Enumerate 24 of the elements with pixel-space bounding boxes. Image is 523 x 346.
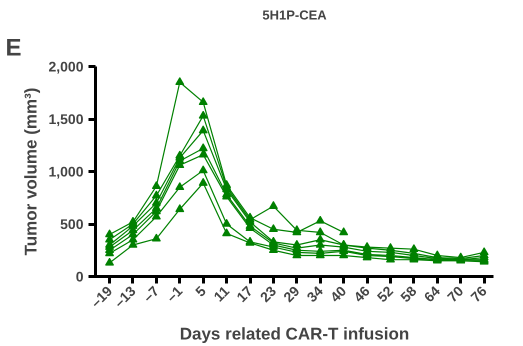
y-tick-label: 1,500 xyxy=(48,111,84,127)
y-tick-label: 1,000 xyxy=(48,164,84,180)
x-axis-title: Days related CAR-T infusion xyxy=(180,324,410,344)
x-tick-label: 17 xyxy=(233,282,256,306)
x-tick-label: 52 xyxy=(374,282,396,306)
text: E xyxy=(6,34,22,62)
y-axis-title: Tumor volume (mm³) xyxy=(21,88,40,256)
x-tick-label: 11 xyxy=(210,282,232,305)
x-tick-label: 40 xyxy=(326,282,350,306)
x-tick-label: 76 xyxy=(467,282,490,306)
x-tick-label: 70 xyxy=(444,282,467,306)
x-tick-label: 34 xyxy=(304,282,326,306)
y-tick-label: 0 xyxy=(76,268,84,284)
x-tick-label: 5 xyxy=(192,282,209,300)
x-tick-label: 58 xyxy=(397,282,420,306)
x-tick-label: 64 xyxy=(420,282,444,306)
x-tick-label: –7 xyxy=(140,282,162,306)
x-tick-label: 46 xyxy=(350,282,373,306)
y-tick-label: 500 xyxy=(60,216,84,232)
chart-title: 5H1P-CEA xyxy=(262,8,328,22)
x-tick-label: –1 xyxy=(163,282,186,306)
x-tick-label: 23 xyxy=(256,282,280,306)
x-tick-label: 29 xyxy=(280,282,303,306)
y-tick-label: 2,000 xyxy=(48,58,84,74)
